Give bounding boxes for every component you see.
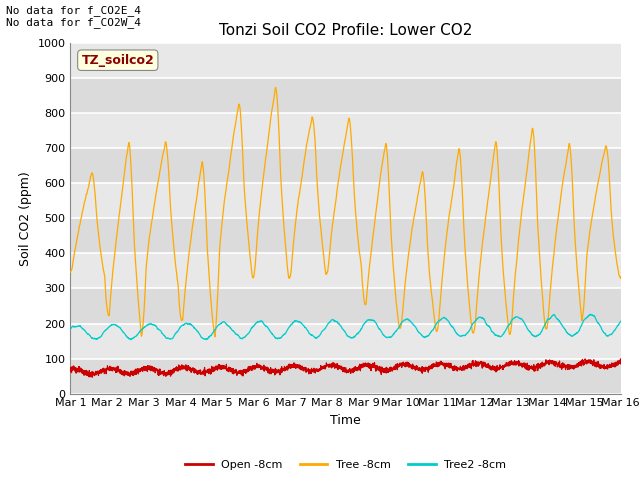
Bar [70, 324, 621, 359]
Bar [70, 78, 621, 113]
Bar [70, 148, 621, 183]
Legend: Open -8cm, Tree -8cm, Tree2 -8cm: Open -8cm, Tree -8cm, Tree2 -8cm [180, 455, 511, 474]
Text: TZ_soilco2: TZ_soilco2 [81, 54, 154, 67]
Title: Tonzi Soil CO2 Profile: Lower CO2: Tonzi Soil CO2 Profile: Lower CO2 [219, 23, 472, 38]
X-axis label: Time: Time [330, 414, 361, 427]
Bar [70, 218, 621, 253]
Bar [70, 253, 621, 288]
Text: No data for f_CO2E_4
No data for f_CO2W_4: No data for f_CO2E_4 No data for f_CO2W_… [6, 5, 141, 28]
Bar [70, 43, 621, 78]
Bar [70, 183, 621, 218]
Y-axis label: Soil CO2 (ppm): Soil CO2 (ppm) [19, 171, 32, 266]
Bar [70, 359, 621, 394]
Bar [70, 113, 621, 148]
Bar [70, 288, 621, 324]
